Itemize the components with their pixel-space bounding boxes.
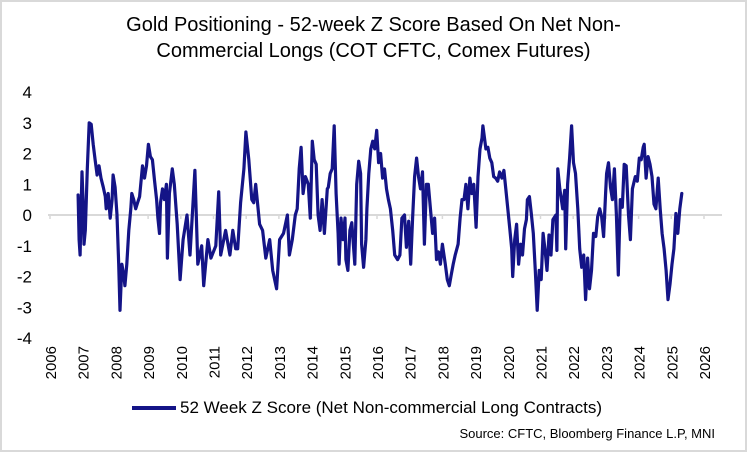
x-tick-label: 2013 xyxy=(272,346,289,379)
series-group xyxy=(76,121,684,312)
legend-label: 52 Week Z Score (Net Non-commercial Long… xyxy=(180,398,603,417)
legend-swatch xyxy=(132,406,176,410)
x-tick-label: 2020 xyxy=(501,346,518,379)
chart-title: Gold Positioning - 52-week Z Score Based… xyxy=(0,12,747,64)
y-tick-label: 0 xyxy=(23,206,32,225)
y-tick-label: -4 xyxy=(17,329,32,348)
x-tick-label: 2015 xyxy=(337,346,354,379)
x-tick-label: 2016 xyxy=(370,346,387,379)
x-tick-label: 2007 xyxy=(76,346,93,379)
y-tick-label: -3 xyxy=(17,298,32,317)
x-tick-label: 2006 xyxy=(43,346,60,379)
x-tick-label: 2024 xyxy=(632,346,649,379)
x-tick-label: 2009 xyxy=(141,346,158,379)
x-tick-label: 2018 xyxy=(435,346,452,379)
chart-title-line-2: Commercial Longs (COT CFTC, Comex Future… xyxy=(156,40,591,62)
series-line xyxy=(76,121,684,312)
x-tick-label: 2026 xyxy=(697,346,714,379)
x-tick-label: 2017 xyxy=(403,346,420,379)
chart-title-line-1: Gold Positioning - 52-week Z Score Based… xyxy=(126,14,621,36)
y-tick-label: -2 xyxy=(17,268,32,287)
x-tick-label: 2008 xyxy=(108,346,125,379)
y-tick-label: 2 xyxy=(23,145,32,164)
x-tick-label: 2021 xyxy=(534,346,551,379)
x-tick-label: 2011 xyxy=(207,346,224,378)
x-tick-label: 2025 xyxy=(664,346,681,379)
x-tick-label: 2023 xyxy=(599,346,616,379)
x-tick-labels: 2006 2007 2008 2009 2010 2011 2012 2013 2014 2015… xyxy=(43,346,714,379)
y-tick-label: 3 xyxy=(23,114,32,133)
y-tick-label: 4 xyxy=(23,83,32,102)
x-tick-label: 2014 xyxy=(305,346,322,379)
legend: 52 Week Z Score (Net Non-commercial Long… xyxy=(132,398,602,418)
y-axis: 4 3 2 1 0 -1 -2 -3 -4 xyxy=(17,83,32,348)
x-tick-label: 2012 xyxy=(239,346,256,379)
y-tick-label: 1 xyxy=(23,175,32,194)
x-tick-label: 2022 xyxy=(566,346,583,379)
x-tick-label: 2010 xyxy=(174,346,191,379)
y-tick-label: -1 xyxy=(17,237,32,256)
x-tick-label: 2019 xyxy=(468,346,485,379)
source-note: Source: CFTC, Bloomberg Finance L.P, MNI xyxy=(459,426,715,441)
